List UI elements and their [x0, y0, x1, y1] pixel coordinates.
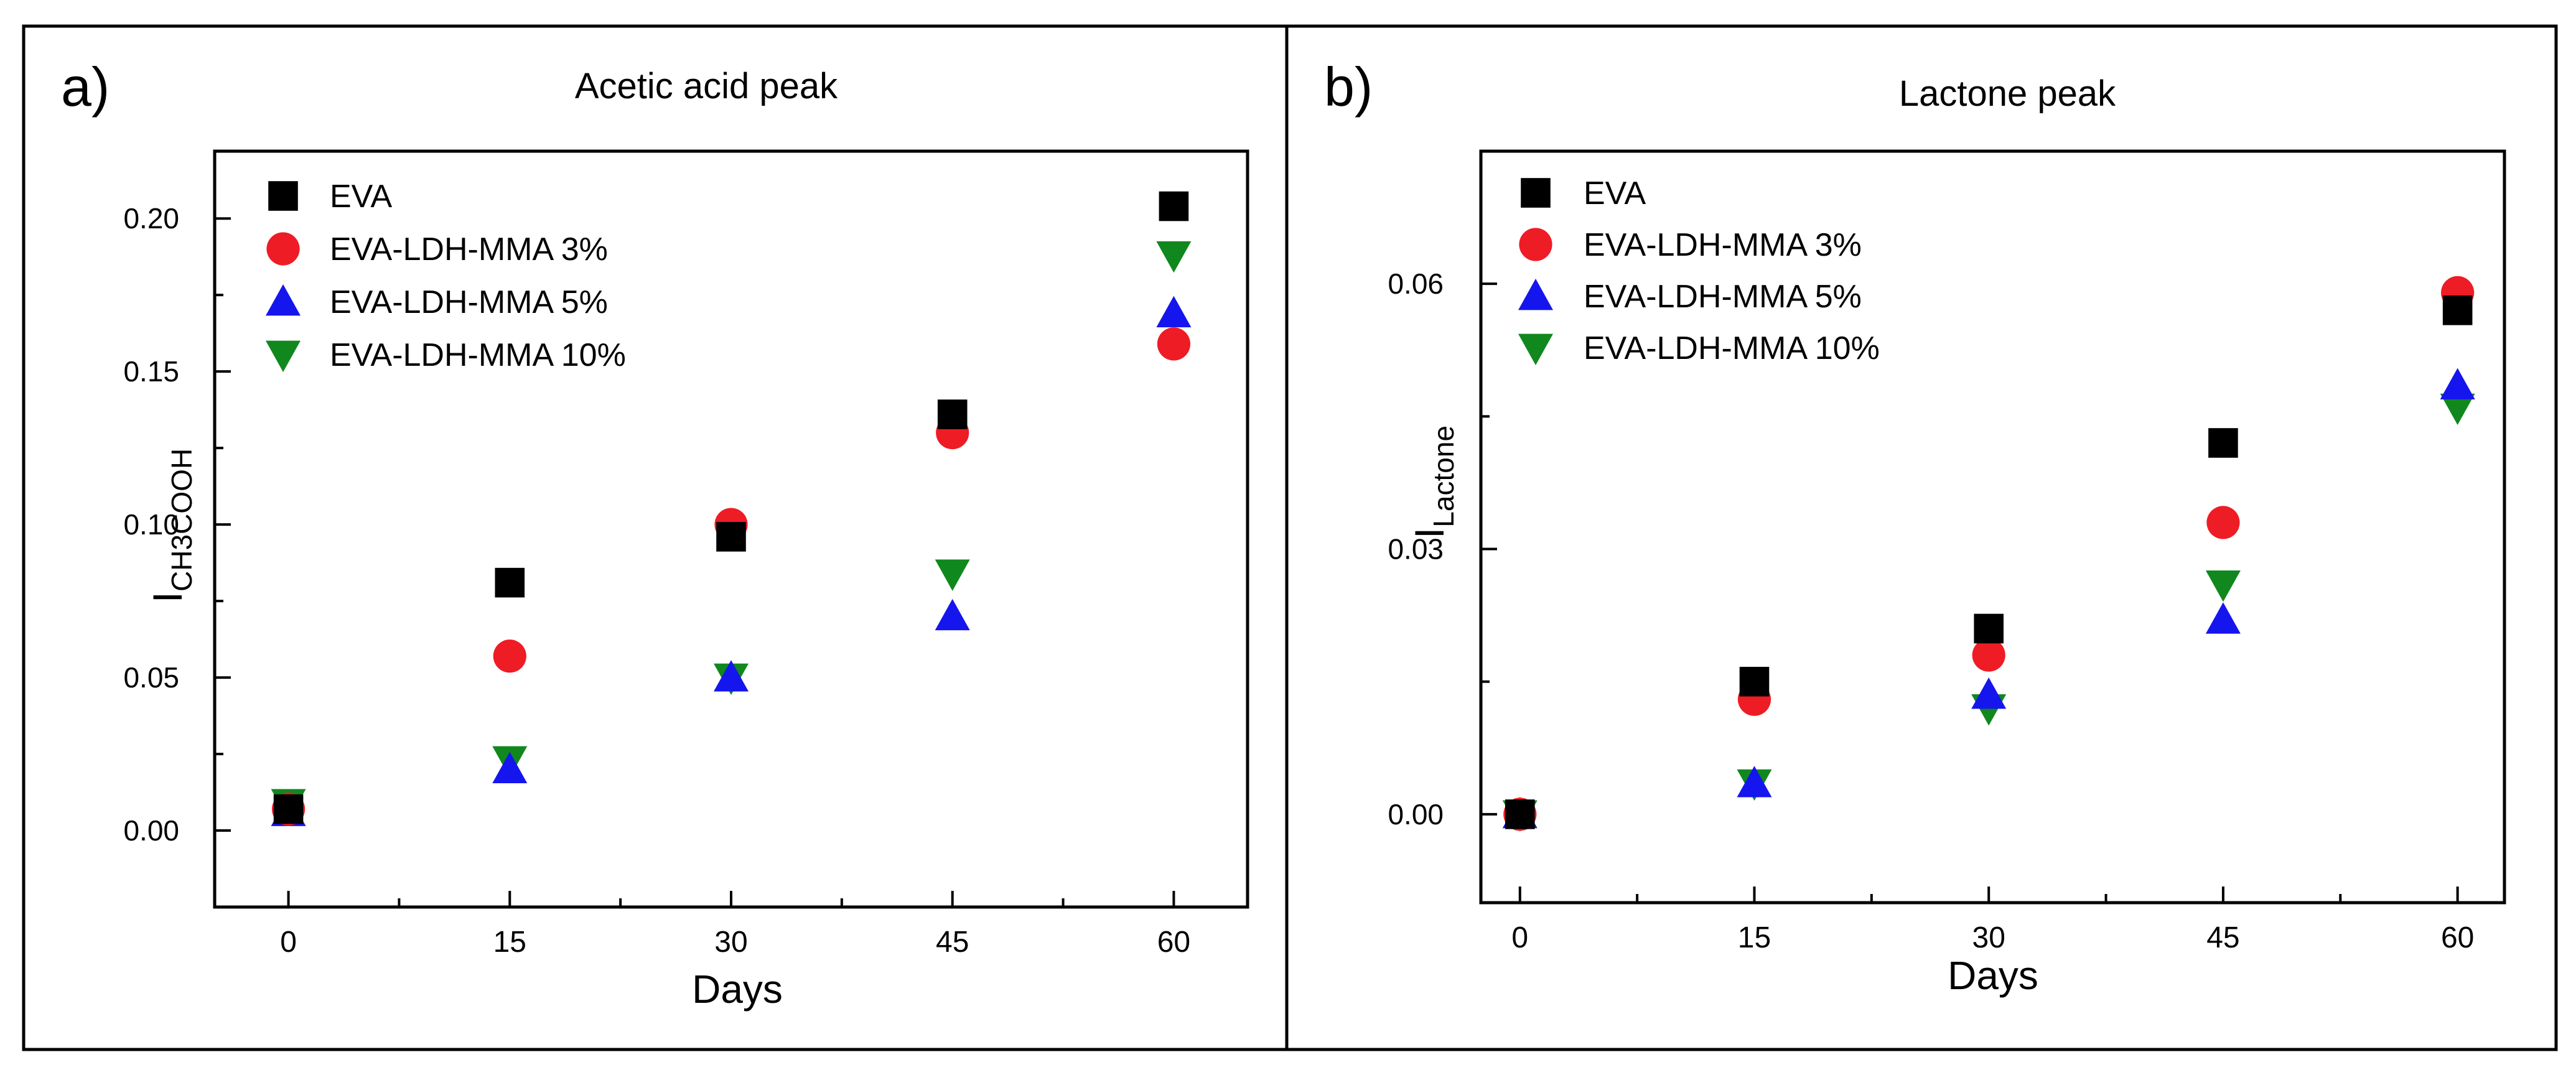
- data-point-eva-ldh-mma-5: [1971, 677, 2007, 709]
- x-axis-label-a: Days: [692, 967, 783, 1012]
- data-point-eva-ldh-mma-5: [492, 752, 528, 784]
- data-point-eva: [937, 399, 968, 429]
- data-marks-a: [271, 191, 1192, 826]
- data-point-eva: [716, 521, 746, 552]
- figure-border: [22, 24, 2558, 1051]
- x-tick-label: 15: [1738, 921, 1771, 954]
- y-axis-label-sub-a: CH3COOH: [166, 449, 198, 592]
- data-point-eva: [2208, 428, 2238, 458]
- y-axis-label-a: ICH3COOH: [144, 449, 198, 603]
- ticks-a: 0 15 30 45 60 0.00 0.05 0.10 0.15 0.20: [123, 202, 1190, 959]
- data-point-eva-ldh-mma-5: [2440, 368, 2475, 400]
- y-tick-label: 0.06: [1388, 268, 1444, 300]
- data-point-eva-ldh-mma-3: [493, 640, 526, 673]
- data-point-eva: [495, 567, 525, 598]
- y-axis-label-b: ILactone: [1406, 426, 1460, 539]
- legend-marker: [266, 340, 301, 372]
- data-point-eva-ldh-mma-3: [1157, 327, 1191, 361]
- x-tick-label: 45: [936, 926, 969, 959]
- y-tick-label: 0.00: [123, 814, 179, 847]
- data-point-eva-ldh-mma-10: [1156, 241, 1192, 273]
- data-point-eva-ldh-mma-3: [2206, 506, 2240, 539]
- data-point-eva-ldh-mma-5: [1737, 766, 1772, 798]
- legend-b: EVA EVA-LDH-MMA 3% EVA-LDH-MMA 5% EVA-LDH-M…: [1518, 175, 1880, 366]
- data-marks-b: [1502, 276, 2475, 832]
- svg-text:ICH3COOH: ICH3COOH: [144, 449, 198, 603]
- legend-marker: [266, 284, 301, 316]
- panel-label-b: b): [1324, 56, 1373, 118]
- chart-title-b: Lactone peak: [1899, 73, 2116, 114]
- legend-marker: [1519, 228, 1552, 261]
- legend-label: EVA: [1584, 175, 1646, 212]
- svg-text:ILactone: ILactone: [1406, 426, 1460, 539]
- x-tick-label: 60: [2441, 921, 2474, 954]
- y-tick-label: 0.20: [123, 202, 179, 235]
- x-tick-label: 45: [2206, 921, 2239, 954]
- legend-label: EVA: [330, 179, 393, 215]
- legend-a: EVA EVA-LDH-MMA 3% EVA-LDH-MMA 5% EVA-LDH-M…: [266, 179, 626, 373]
- legend-marker: [266, 232, 300, 266]
- data-point-eva-ldh-mma-5: [1156, 296, 1192, 328]
- data-point-eva: [1505, 799, 1535, 829]
- data-point-eva-ldh-mma-10: [2440, 393, 2475, 426]
- x-axis-label-b: Days: [1948, 953, 2038, 998]
- data-point-eva: [2442, 296, 2473, 325]
- legend-label: EVA-LDH-MMA 10%: [1584, 330, 1880, 366]
- x-tick-label: 30: [714, 926, 747, 959]
- data-point-eva: [273, 794, 304, 824]
- panel-lactone: b) Lactone peak ILactone Days 0 15 30 45 600…: [1324, 56, 2506, 998]
- data-point-eva-ldh-mma-10: [935, 559, 970, 591]
- data-point-eva: [1159, 191, 1189, 221]
- panel-label-a: a): [61, 56, 110, 118]
- x-tick-label: 0: [280, 926, 297, 959]
- panel-acetic-acid: a) Acetic acid peak ICH3COOH Days 0 15 30 4…: [61, 56, 1249, 1012]
- y-tick-label: 0.15: [123, 355, 179, 388]
- data-point-eva-ldh-mma-10: [2205, 570, 2241, 602]
- data-point-eva-ldh-mma-5: [935, 598, 970, 631]
- plot-frame-b: [1479, 149, 2506, 905]
- data-point-eva-ldh-mma-3: [1972, 638, 2005, 672]
- y-axis-label-main-a: I: [144, 592, 190, 603]
- y-tick-label: 0.05: [123, 661, 179, 694]
- y-tick-label: 0.10: [123, 508, 179, 541]
- data-point-eva-ldh-mma-5: [714, 660, 749, 692]
- legend-label: EVA-LDH-MMA 3%: [330, 231, 608, 268]
- y-tick-label: 0.03: [1388, 533, 1444, 565]
- ticks-b: 0 15 30 45 60 0.00 0.03 0.06: [1388, 268, 2474, 954]
- legend-label: EVA-LDH-MMA 5%: [1584, 279, 1862, 315]
- x-tick-label: 30: [1972, 921, 2005, 954]
- y-axis-label-main-b: I: [1406, 528, 1452, 539]
- x-tick-label: 15: [493, 926, 526, 959]
- chart-title-a: Acetic acid peak: [575, 66, 838, 106]
- data-point-eva: [1974, 613, 2004, 644]
- legend-label: EVA-LDH-MMA 5%: [330, 284, 608, 320]
- data-point-eva-ldh-mma-5: [2205, 602, 2241, 634]
- legend-label: EVA-LDH-MMA 3%: [1584, 227, 1862, 263]
- legend-marker: [268, 181, 298, 211]
- legend-marker: [1518, 279, 1553, 310]
- x-tick-label: 0: [1511, 921, 1528, 954]
- x-tick-label: 60: [1157, 926, 1190, 959]
- y-tick-label: 0.00: [1388, 798, 1444, 831]
- legend-marker: [1521, 178, 1551, 208]
- legend-marker: [1518, 333, 1553, 365]
- data-point-eva: [1739, 666, 1770, 697]
- legend-label: EVA-LDH-MMA 10%: [330, 337, 626, 373]
- y-axis-label-sub-b: Lactone: [1427, 426, 1460, 528]
